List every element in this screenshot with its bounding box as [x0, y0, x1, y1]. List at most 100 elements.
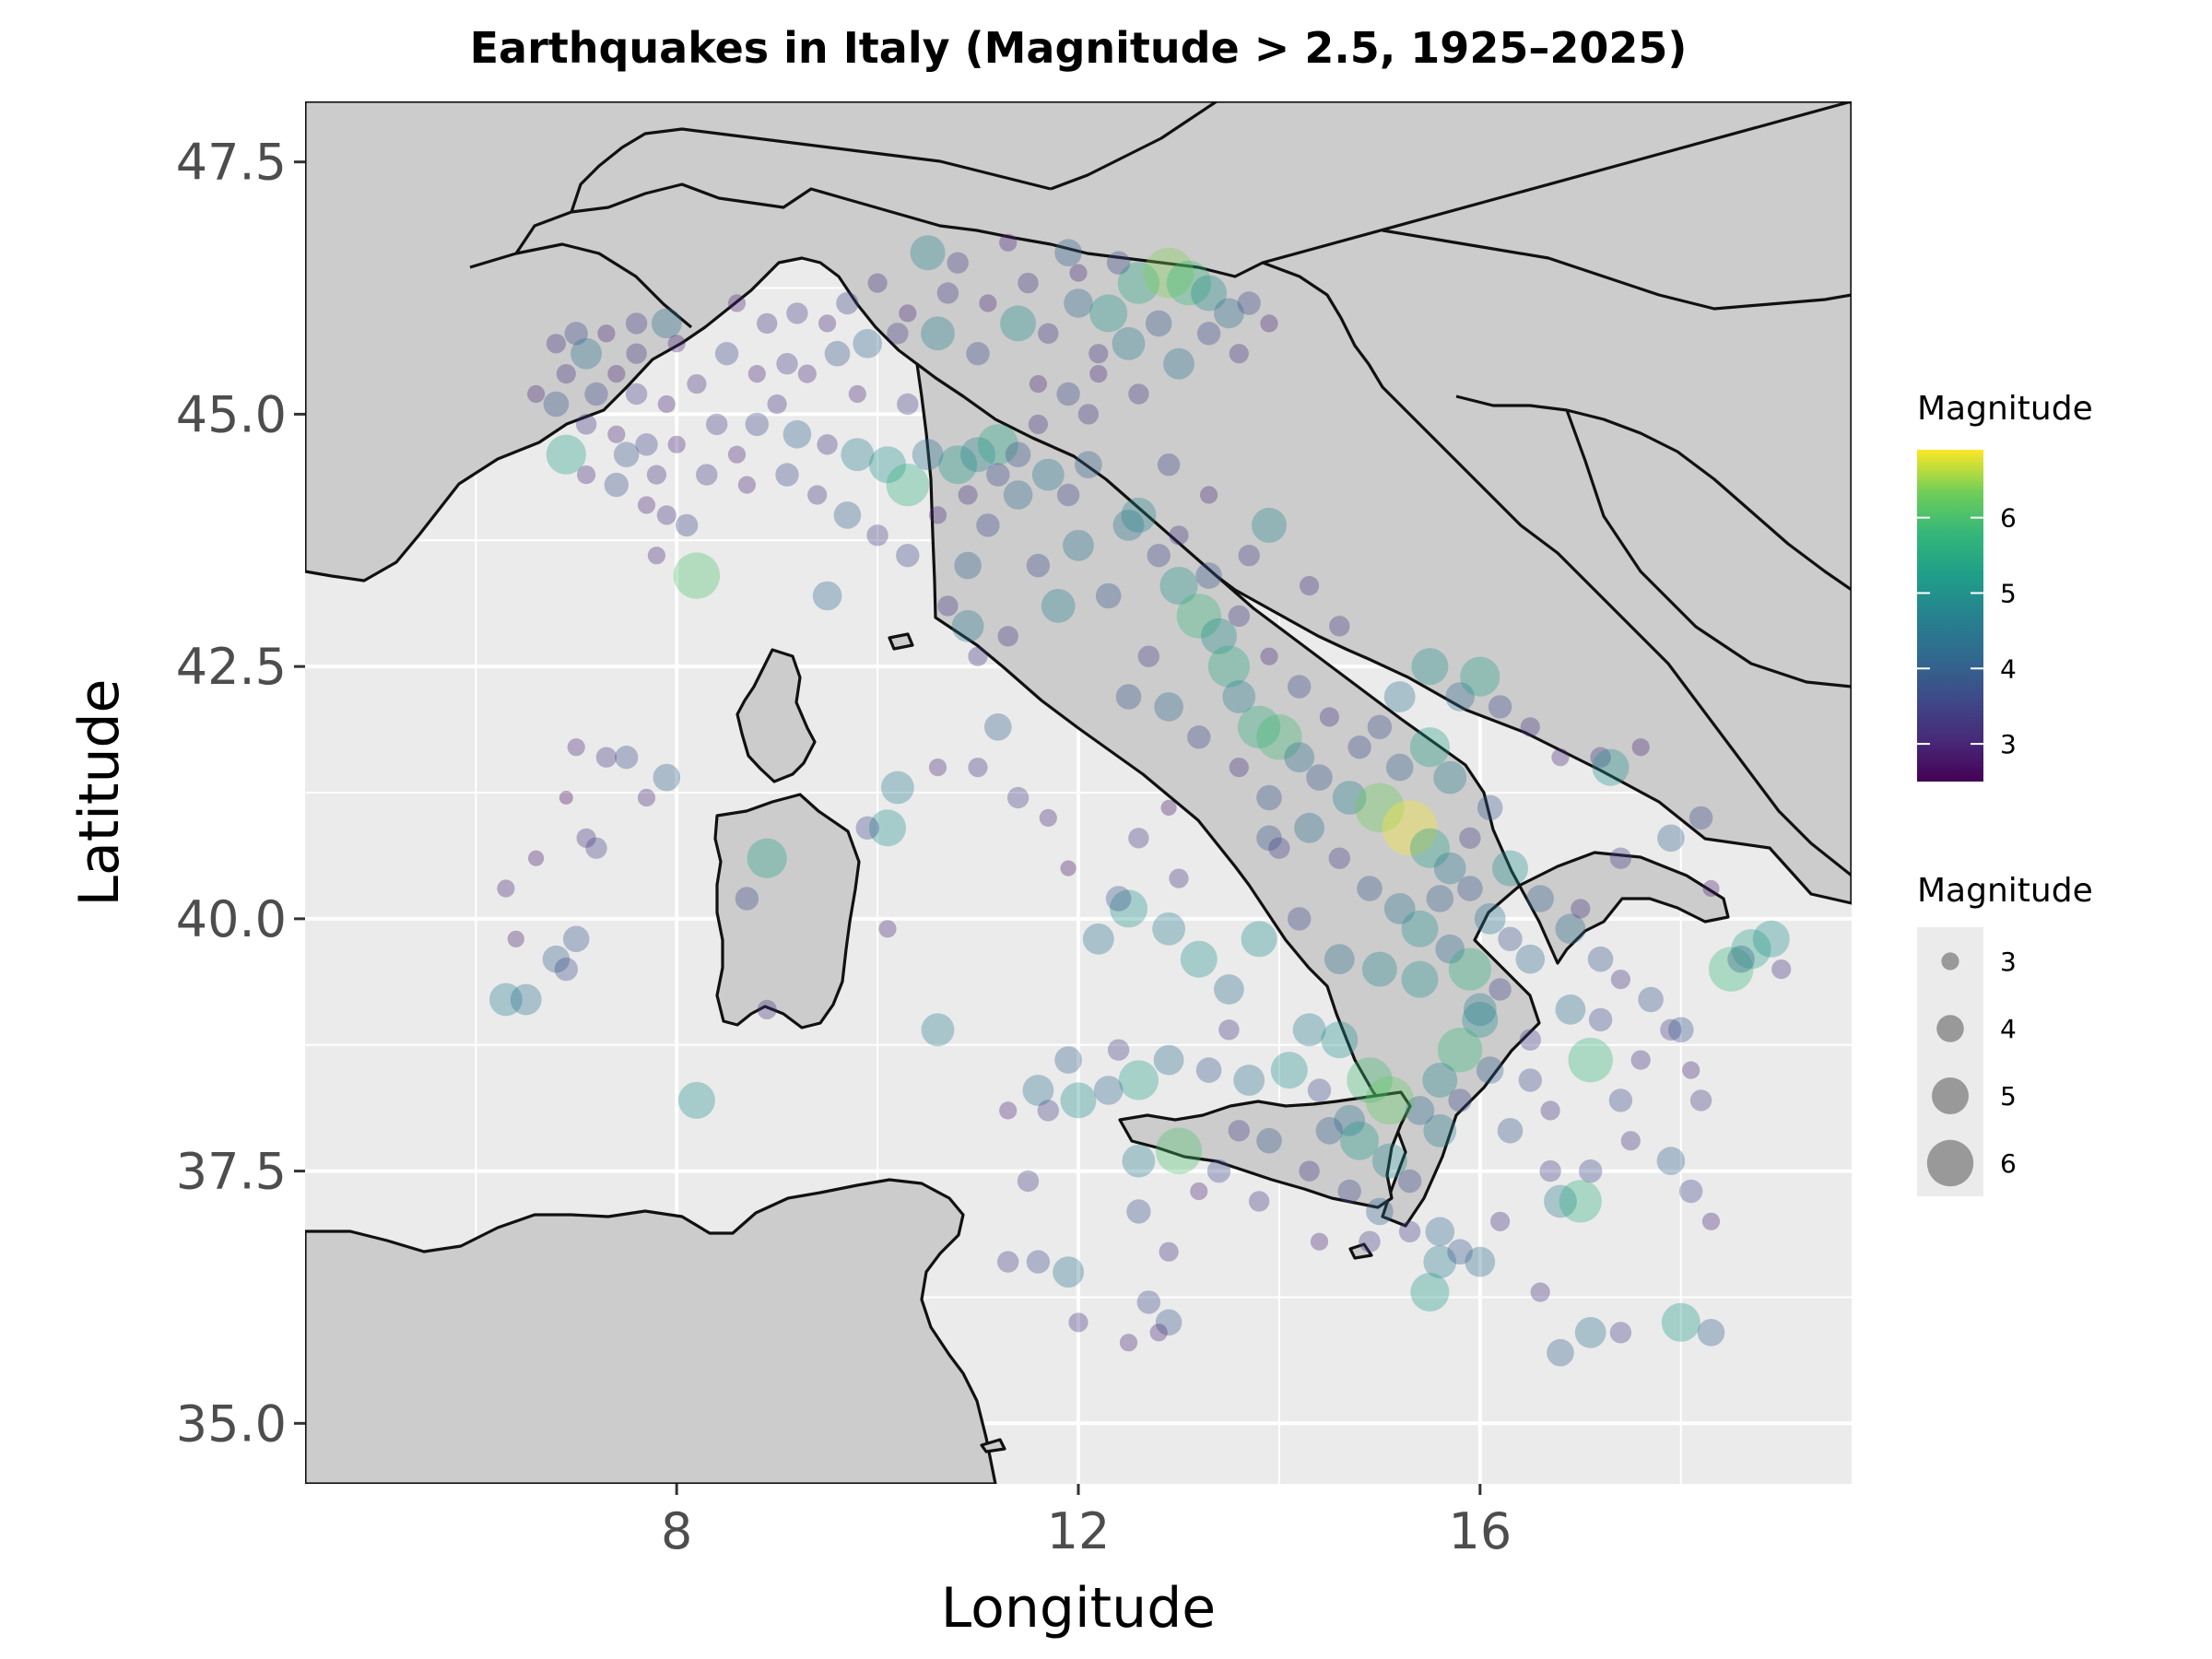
earthquake-point: [677, 1081, 715, 1119]
map-panel: [305, 101, 1852, 1484]
earthquake-point: [1310, 1232, 1329, 1251]
earthquake-point: [1077, 404, 1100, 425]
earthquake-point: [1423, 1113, 1457, 1147]
earthquake-point: [928, 759, 947, 777]
earthquake-point: [1539, 1159, 1561, 1182]
earthquake-point: [1112, 510, 1145, 541]
size-legend-label: 5: [2000, 1081, 2017, 1112]
earthquake-point: [1017, 1170, 1040, 1193]
earthquake-point: [613, 441, 640, 468]
earthquake-point: [1149, 1324, 1168, 1342]
earthquake-point: [921, 1013, 955, 1047]
earthquake-point: [497, 879, 515, 898]
earthquake-point: [1559, 1180, 1602, 1223]
land-balkans: [1261, 101, 1852, 877]
earthquake-point: [1121, 497, 1157, 533]
earthquake-point: [1515, 944, 1546, 974]
earthquake-point: [960, 437, 995, 473]
earthquake-point: [635, 433, 658, 456]
chart-title: Earthquakes in Italy (Magnitude > 2.5, 1…: [470, 23, 1688, 73]
earthquake-point: [1039, 808, 1057, 828]
earthquake-point: [1588, 1007, 1613, 1032]
land-apennine-peninsula: [915, 362, 1730, 1228]
earthquake-point: [489, 982, 523, 1017]
earthquake-point: [1038, 323, 1059, 344]
y-tick-label: 40.0: [176, 890, 287, 948]
earthquake-point: [1324, 944, 1355, 975]
earthquake-point: [1660, 1018, 1682, 1041]
earthquake-point: [1145, 310, 1172, 337]
earthquake-point: [1088, 344, 1109, 364]
earthquake-point: [1544, 1184, 1577, 1218]
earthquake-point: [986, 463, 1010, 487]
earthquake-point: [543, 391, 570, 418]
earthquake-point: [1437, 1028, 1483, 1073]
earthquake-point: [1089, 294, 1128, 333]
size-legend-circle: [1941, 952, 1959, 971]
earthquake-point: [1300, 575, 1320, 596]
x-tick-label: 16: [1448, 1502, 1512, 1560]
earthquake-point: [567, 738, 585, 757]
earthquake-point: [647, 547, 666, 565]
earthquake-point: [1069, 264, 1088, 282]
earthquake-point: [1029, 375, 1047, 394]
earthquake-point: [896, 544, 920, 568]
earthquake-point: [735, 887, 759, 911]
earthquake-point: [1631, 738, 1650, 757]
earthquake-point: [1191, 275, 1228, 312]
earthquake-point: [1520, 717, 1540, 737]
earthquake-point: [1306, 764, 1333, 791]
earthquake-point: [1474, 903, 1506, 935]
earthquake-point: [747, 838, 787, 878]
earthquake-point: [696, 464, 718, 486]
earthquake-point: [1155, 1309, 1182, 1336]
earthquake-point: [1488, 695, 1512, 719]
border-alps-north: [570, 127, 1052, 213]
size-legend-label: 6: [2000, 1148, 2017, 1179]
earthquake-point: [775, 463, 799, 487]
earthquake-point: [999, 1101, 1018, 1120]
earthquake-point: [1435, 934, 1465, 964]
size-legend-circle: [1936, 1015, 1964, 1042]
earthquake-point: [1056, 483, 1080, 507]
earthquake-point: [576, 828, 596, 848]
earthquake-point: [1137, 645, 1160, 667]
earthquake-point: [968, 646, 988, 666]
earthquake-point: [1332, 781, 1367, 815]
earthquake-point: [1187, 725, 1211, 749]
land-corsica: [735, 648, 817, 783]
earthquake-point: [1609, 847, 1632, 869]
earthquake-point: [776, 353, 798, 375]
earthquake-point: [1026, 1250, 1051, 1274]
earthquake-point: [1638, 986, 1664, 1013]
earthquake-point: [1095, 582, 1122, 609]
earthquake-point: [912, 439, 944, 471]
earthquake-point: [1214, 974, 1244, 1005]
earthquake-point: [575, 414, 597, 435]
earthquake-point: [1337, 1179, 1361, 1204]
earthquake-point: [1041, 589, 1076, 623]
earthquake-point: [1268, 837, 1290, 859]
earthquake-point: [936, 282, 959, 304]
earthquake-point: [1214, 298, 1244, 329]
earthquake-point: [1292, 1013, 1326, 1047]
earthquake-point: [1465, 1246, 1496, 1277]
earthquake-point: [1340, 1121, 1380, 1160]
color-legend-label: 3: [2000, 729, 2017, 759]
earthquake-point: [938, 445, 978, 485]
earthquake-point: [1252, 507, 1287, 543]
y-tick-label: 42.5: [176, 638, 287, 696]
earthquake-point: [878, 920, 897, 938]
island-elba: [888, 632, 914, 651]
earthquake-point: [1366, 1197, 1394, 1226]
earthquake-point: [899, 304, 917, 323]
earthquake-point: [546, 434, 586, 475]
earthquake-point: [1477, 794, 1503, 821]
earthquake-point: [782, 420, 812, 449]
earthquake-point: [1423, 1245, 1457, 1278]
earthquake-point: [1053, 1256, 1084, 1288]
earthquake-point: [1457, 876, 1483, 901]
earthquake-point: [687, 374, 707, 394]
earthquake-point: [947, 252, 969, 274]
earthquake-point: [656, 505, 677, 525]
